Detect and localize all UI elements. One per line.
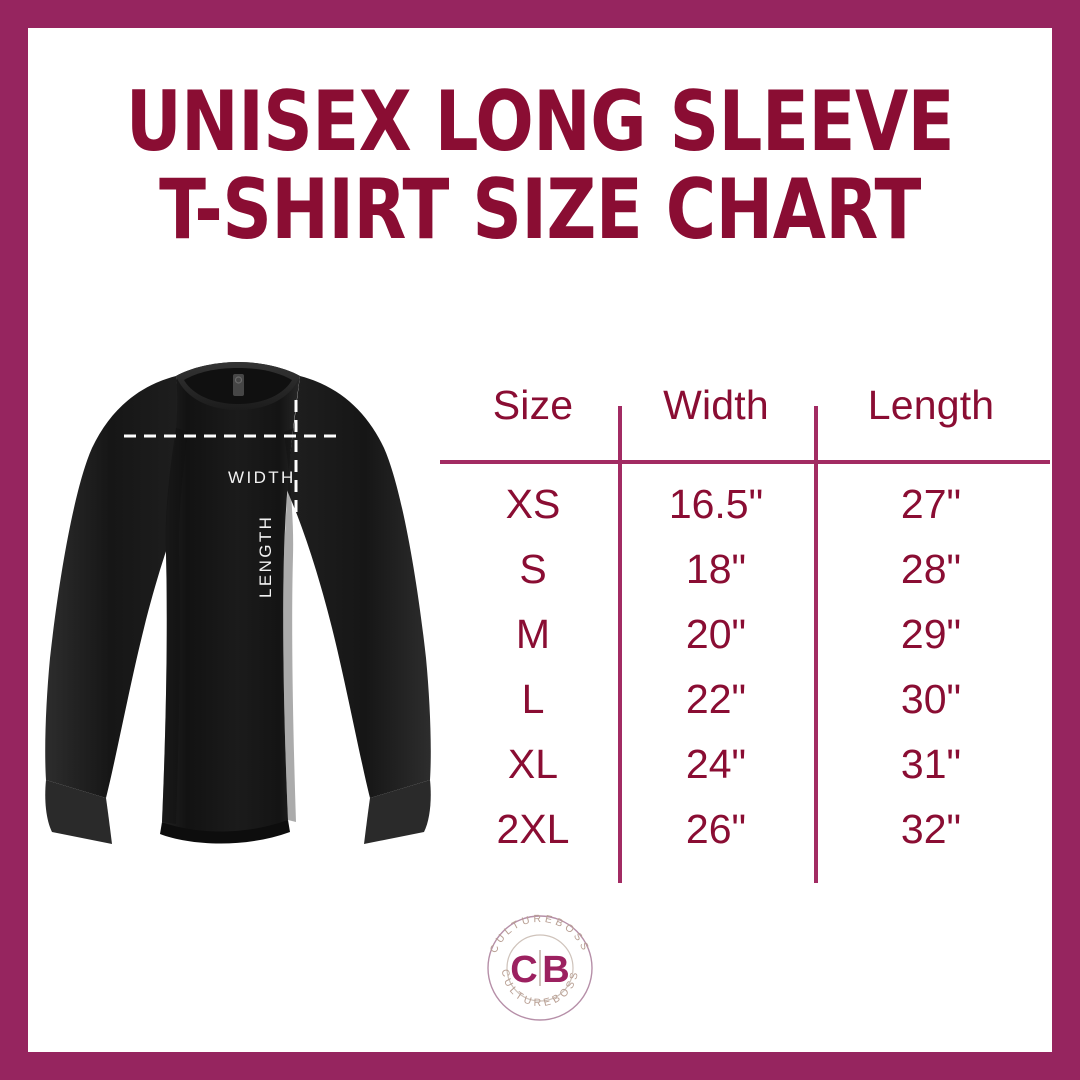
logo-monogram-c: C — [510, 949, 537, 991]
table-row: 2XL 26" 32" — [448, 797, 1048, 862]
table-row: S 18" 28" — [448, 537, 1048, 602]
table-header-row: Size Width Length — [448, 376, 1048, 434]
brand-logo: CULTUREBOSS CULTUREBOSS C B — [480, 908, 600, 1028]
column-divider-1 — [618, 406, 622, 883]
tshirt-icon — [45, 362, 431, 844]
column-header-width: Width — [663, 381, 769, 428]
size-chart-canvas: UNISEX LONG SLEEVE T-SHIRT SIZE CHART — [28, 28, 1052, 1052]
cell-length: 31" — [900, 741, 962, 787]
shirt-body — [162, 362, 300, 835]
logo-ring-text-top: CULTUREBOSS — [488, 913, 592, 955]
size-table: Size Width Length XS 16.5" 27" S 18" 28" — [440, 376, 1050, 891]
neck-tag-mark — [234, 376, 243, 384]
length-label: LENGTH — [256, 514, 275, 598]
column-header-length: Length — [867, 381, 995, 428]
table-row: M 20" 29" — [448, 602, 1048, 667]
cell-size: L — [521, 676, 545, 722]
table-body: XS 16.5" 27" S 18" 28" M 20" 29" L 22" — [448, 472, 1048, 862]
cultureboss-logo-icon: CULTUREBOSS CULTUREBOSS C B — [487, 913, 593, 1021]
page-title: UNISEX LONG SLEEVE T-SHIRT SIZE CHART — [28, 78, 1052, 254]
column-header-size: Size — [492, 381, 574, 428]
cell-length: 29" — [900, 611, 962, 657]
cell-length: 28" — [900, 546, 962, 592]
width-label: WIDTH — [228, 468, 296, 487]
shirt-shadow-left — [162, 428, 188, 824]
shirt-shadow-right — [283, 428, 296, 822]
cell-width: 16.5" — [668, 481, 764, 527]
cell-width: 26" — [685, 806, 747, 852]
column-divider-2 — [814, 406, 818, 883]
logo-monogram-b: B — [542, 949, 569, 991]
title-line-2: T-SHIRT SIZE CHART — [159, 161, 921, 258]
garment-illustration: WIDTH LENGTH — [38, 328, 438, 868]
shirt-hem — [160, 820, 290, 844]
cell-length: 27" — [900, 481, 962, 527]
cell-width: 18" — [685, 546, 747, 592]
cuff-right — [364, 780, 431, 844]
sleeve-right — [286, 376, 431, 798]
cuff-left — [45, 780, 112, 844]
cell-size: S — [519, 546, 547, 592]
cell-width: 22" — [685, 676, 747, 722]
table-row: XS 16.5" 27" — [448, 472, 1048, 537]
table-row: L 22" 30" — [448, 667, 1048, 732]
sleeve-left — [45, 376, 190, 798]
logo-outer-ring — [487, 915, 593, 1021]
cell-size: XL — [507, 741, 559, 787]
logo-inner-ring — [506, 934, 574, 1002]
cell-size: 2XL — [496, 806, 570, 852]
cell-size: M — [515, 611, 551, 657]
header-divider-rule — [440, 460, 1050, 464]
cell-length: 30" — [900, 676, 962, 722]
cell-length: 32" — [900, 806, 962, 852]
title-line-1: UNISEX LONG SLEEVE — [125, 73, 955, 170]
cell-width: 24" — [685, 741, 747, 787]
table-row: XL 24" 31" — [448, 732, 1048, 797]
cell-width: 20" — [685, 611, 747, 657]
cell-size: XS — [505, 481, 561, 527]
